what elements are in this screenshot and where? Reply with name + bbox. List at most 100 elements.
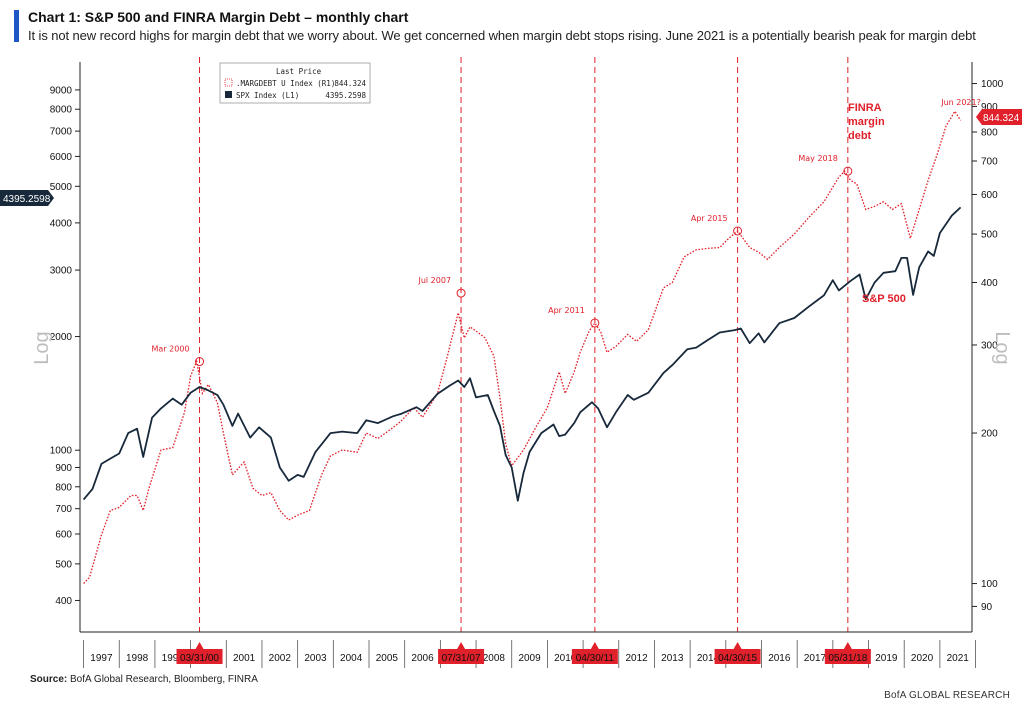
- event-date-label: 07/31/07: [442, 653, 481, 664]
- event-date-tag: [571, 649, 618, 664]
- spx-tag-value: 4395.2598: [3, 194, 51, 205]
- left-tick-label: 6000: [50, 152, 73, 163]
- left-tick-label: 400: [55, 596, 72, 607]
- peak-marker: [733, 226, 743, 236]
- right-tick-label: 90: [981, 602, 993, 613]
- spx-series-label: S&P 500: [862, 293, 906, 305]
- left-tick-label: 2000: [50, 332, 73, 343]
- event-date-tag: [438, 649, 485, 664]
- right-tick-label: 800: [981, 127, 998, 138]
- left-tick-label: 700: [55, 504, 72, 515]
- series-layer: [82, 110, 962, 584]
- legend-swatch-margin: [224, 78, 233, 87]
- jun-2021-annotation: Jun 2021?: [940, 98, 981, 107]
- peak-annotation: Apr 2015: [691, 214, 728, 223]
- right-tick-label: 900: [981, 102, 998, 113]
- source-label: Source:: [30, 674, 68, 685]
- peak-marker: [456, 288, 466, 298]
- left-tick-label: 500: [55, 559, 72, 570]
- event-date-tag: [176, 649, 223, 664]
- left-tick-label: 900: [55, 463, 72, 474]
- finra-label-line2: margin: [848, 116, 885, 128]
- finra-label-line1: FINRA: [848, 102, 882, 114]
- year-label: 2012: [625, 653, 648, 664]
- year-label: 1999: [162, 653, 185, 664]
- right-tick-label: 200: [981, 429, 998, 440]
- left-tick-label: 7000: [50, 127, 73, 138]
- annotations: Mar 2000 Jul 2007 Apr 2011 Apr 2015 May 2018…: [152, 98, 981, 367]
- left-tick-label: 4000: [50, 218, 73, 229]
- chart-title: Chart 1: S&P 500 and FINRA Margin Debt –…: [28, 9, 409, 25]
- event-lines: [199, 57, 849, 632]
- year-label: 2010: [554, 653, 577, 664]
- right-tick-label: 300: [981, 340, 998, 351]
- left-tick-label: 9000: [50, 85, 73, 96]
- legend-header: Last Price: [276, 67, 322, 76]
- event-date-label: 05/31/18: [828, 653, 867, 664]
- peak-marker: [590, 318, 600, 328]
- right-tick-label: 400: [981, 278, 998, 289]
- event-date-pointer: [733, 642, 742, 649]
- year-label: 2008: [483, 653, 506, 664]
- year-label: 2004: [340, 653, 363, 664]
- event-date-pointer: [590, 642, 599, 649]
- year-label: 2005: [376, 653, 399, 664]
- peak-annotation: Apr 2011: [548, 306, 585, 315]
- year-label: 2019: [875, 653, 898, 664]
- left-tick-label: 8000: [50, 105, 73, 116]
- year-label: 2009: [518, 653, 541, 664]
- left-axis-log-label: Log: [31, 331, 53, 364]
- right-axis-log-label: Log: [991, 331, 1013, 364]
- right-tick-label: 500: [981, 230, 998, 241]
- event-date-pointer: [457, 642, 466, 649]
- event-date-label: 04/30/15: [718, 653, 757, 664]
- event-date-pointer: [195, 642, 204, 649]
- event-date-label: 03/31/00: [180, 653, 219, 664]
- left-tick-label: 1000: [50, 446, 73, 457]
- spx-line: [82, 206, 962, 502]
- legend-entry-spx: SPX Index (L1): [236, 91, 299, 100]
- spx-tag-shape: [0, 190, 54, 206]
- legend: Last Price .MARGDEBT U Index (R1) 844.32…: [219, 62, 371, 104]
- left-tick-label: 800: [55, 482, 72, 493]
- year-label: 2001: [233, 653, 256, 664]
- margin-tag-shape: [976, 109, 1022, 125]
- margin-tag-value: 844.324: [983, 113, 1020, 124]
- year-label: 2017: [804, 653, 827, 664]
- chart-subtitle: It is not new record highs for margin de…: [28, 28, 976, 43]
- year-label: 2016: [768, 653, 791, 664]
- legend-value-margin: 844.324: [334, 79, 366, 88]
- legend-entry-margin: .MARGDEBT U Index (R1): [236, 79, 335, 88]
- left-tick-label: 5000: [50, 182, 73, 193]
- year-label: 2013: [661, 653, 684, 664]
- left-tick-label: 3000: [50, 266, 73, 277]
- source-line: Source: BofA Global Research, Bloomberg,…: [30, 674, 258, 685]
- source-text: BofA Global Research, Bloomberg, FINRA: [70, 674, 258, 685]
- year-label: 2014: [697, 653, 720, 664]
- peak-marker: [195, 357, 205, 367]
- event-date-pointer: [843, 642, 852, 649]
- right-tick-label: 600: [981, 190, 998, 201]
- title-accent-bar: [14, 10, 19, 42]
- left-tick-label: 600: [55, 529, 72, 540]
- axes: 400 500 600 700 800 900 1000 2000 3000 4000 5000 60…: [50, 62, 1004, 668]
- year-label: 2021: [947, 653, 970, 664]
- peak-annotation: Mar 2000: [152, 345, 190, 354]
- peak-annotation: Jul 2007: [417, 276, 451, 285]
- year-label: 1997: [90, 653, 113, 664]
- year-label: 2006: [411, 653, 434, 664]
- peak-marker: [843, 166, 853, 176]
- right-tick-label: 700: [981, 156, 998, 167]
- year-label: 2002: [269, 653, 292, 664]
- chart-svg: 400 500 600 700 800 900 1000 2000 3000 4000 5000 60…: [0, 57, 1022, 668]
- event-date-tag: [824, 649, 871, 664]
- right-tick-label: 100: [981, 579, 998, 590]
- finra-label-line3: debt: [848, 130, 872, 142]
- year-label: 1998: [126, 653, 149, 664]
- legend-swatch-spx: [225, 91, 232, 98]
- spx-last-value-tag: 4395.2598: [0, 190, 54, 206]
- legend-box: [219, 62, 371, 104]
- brand-footer: BofA GLOBAL RESEARCH: [884, 690, 1010, 701]
- margin-debt-line: [83, 110, 962, 584]
- year-label: 2003: [304, 653, 327, 664]
